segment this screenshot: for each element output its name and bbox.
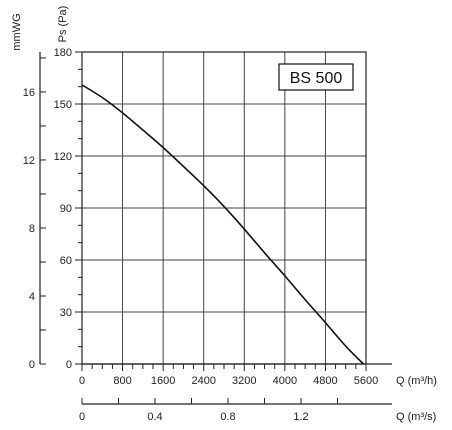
labels: Ps (Pa) mmWG Q (m³/h) Q (m³/s)	[11, 6, 437, 423]
y-axis-label: Ps (Pa)	[57, 6, 69, 43]
x-axis-label: Q (m³/h)	[396, 375, 437, 387]
secondary-x-axis-label: Q (m³/s)	[396, 411, 436, 423]
series-line	[81, 84, 365, 365]
x-tick-label: 800	[113, 375, 131, 387]
secondary-y-tick-label: 0	[29, 359, 35, 371]
secondary-x-tick-label: 1.2	[293, 411, 308, 423]
secondary-y-axis-label: mmWG	[11, 13, 23, 50]
x-tick-label: 2400	[191, 375, 215, 387]
y-tick-label: 0	[66, 359, 72, 371]
y-tick-label: 60	[60, 255, 72, 267]
secondary-y-tick-label: 12	[23, 155, 35, 167]
x-tick-label: 4000	[273, 375, 297, 387]
x-tick-label: 1600	[151, 375, 175, 387]
secondary-y-tick-label: 8	[29, 223, 35, 235]
model-badge-text: BS 500	[290, 70, 343, 87]
x-tick-label: 4800	[313, 375, 337, 387]
secondary-x-tick-label: 0.4	[147, 411, 162, 423]
axes: 0 800 1600 2400 3200 4000 4800 5600030609012015…	[23, 47, 392, 423]
curve	[81, 84, 365, 365]
y-tick-label: 180	[54, 47, 72, 59]
secondary-y-tick-label: 4	[29, 291, 35, 303]
model-badge: BS 500	[278, 63, 354, 91]
x-tick-label: 0	[79, 375, 85, 387]
secondary-x-tick-label: 0	[79, 411, 85, 423]
y-tick-label: 90	[60, 203, 72, 215]
y-tick-label: 150	[54, 99, 72, 111]
y-tick-label: 30	[60, 307, 72, 319]
y-tick-label: 120	[54, 151, 72, 163]
x-tick-label: 3200	[232, 375, 256, 387]
model-badge-box	[278, 63, 354, 91]
secondary-y-tick-label: 16	[23, 87, 35, 99]
secondary-x-tick-label: 0.8	[220, 411, 235, 423]
grid	[81, 51, 367, 365]
x-tick-label: 5600	[354, 375, 378, 387]
